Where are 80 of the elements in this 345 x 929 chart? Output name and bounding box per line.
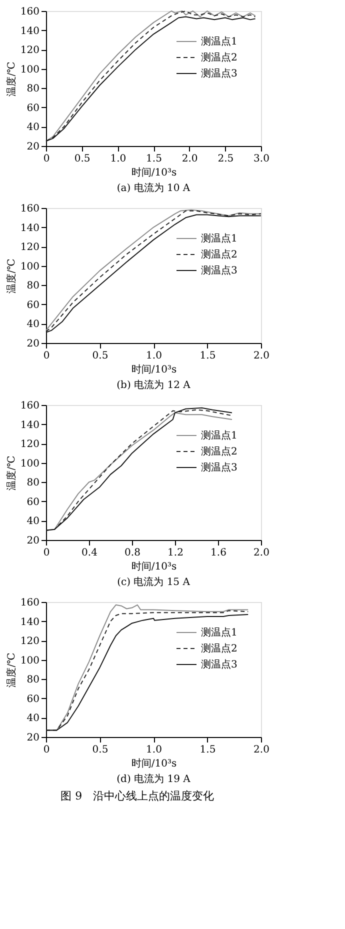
y-tick-label: 40 (26, 122, 40, 134)
x-tick-label: 0.5 (74, 154, 90, 164)
y-axis-title: 温度/℃ (5, 258, 18, 294)
y-tick-label: 160 (20, 400, 40, 412)
x-tick-label: 2.0 (254, 350, 270, 362)
y-tick-label: 60 (26, 102, 40, 114)
legend-label: 测温点2 (201, 642, 238, 654)
y-tick-label: 20 (26, 732, 40, 744)
y-tick-label: 140 (20, 26, 40, 37)
x-axis-title: 时间/10³s (131, 166, 177, 178)
y-tick-label: 80 (26, 280, 40, 292)
x-tick-label: 1.0 (110, 154, 126, 164)
legend-label: 测温点2 (201, 52, 238, 64)
x-tick-label: 1.0 (146, 350, 162, 362)
y-tick-label: 120 (20, 636, 40, 648)
legend-label: 测温点3 (201, 658, 238, 670)
y-tick-label: 60 (26, 300, 40, 311)
y-tick-label: 140 (20, 222, 40, 234)
y-tick-label: 80 (26, 674, 40, 686)
y-tick-label: 140 (20, 420, 40, 431)
x-tick-label: 1.2 (168, 548, 184, 558)
y-tick-label: 20 (26, 142, 40, 152)
y-tick-label: 80 (26, 478, 40, 489)
y-axis-title: 温度/℃ (5, 652, 18, 688)
legend-label: 测温点1 (201, 232, 238, 244)
text: (c) 电流为 15 A (117, 576, 191, 588)
x-tick-label: 0.4 (82, 548, 98, 558)
y-tick-label: 40 (26, 713, 40, 724)
y-tick-label: 40 (26, 319, 40, 330)
y-tick-label: 160 (20, 204, 40, 214)
caption: 图 9 沿中心线上点的温度变化 (60, 790, 214, 802)
y-tick-label: 160 (20, 598, 40, 608)
y-axis-title: 温度/℃ (5, 62, 18, 96)
x-tick-label: 0.5 (92, 744, 108, 756)
x-tick-label: 1.6 (210, 548, 226, 558)
legend-label: 测温点3 (201, 68, 238, 80)
x-tick-label: 2.0 (182, 154, 198, 164)
x-tick-label: 2.0 (254, 744, 270, 756)
y-tick-label: 60 (26, 694, 40, 705)
y-tick-label: 40 (26, 516, 40, 528)
y-tick-label: 100 (20, 655, 40, 666)
legend-label: 测温点1 (201, 36, 238, 48)
x-tick-label: 2.5 (218, 154, 234, 164)
x-tick-label: 1.5 (146, 154, 162, 164)
text: (b) 电流为 12 A (116, 379, 192, 391)
legend-label: 测温点3 (201, 264, 238, 276)
x-axis-title: 时间/10³s (131, 758, 177, 770)
x-tick-label: 1.5 (200, 350, 216, 362)
y-axis-title: 温度/℃ (5, 456, 18, 490)
y-tick-label: 120 (20, 45, 40, 56)
legend-label: 测温点2 (201, 446, 238, 458)
x-tick-label: 0.8 (124, 548, 140, 558)
x-tick-label: 0 (43, 548, 50, 558)
x-tick-label: 3.0 (254, 154, 270, 164)
x-tick-label: 1.5 (200, 744, 216, 756)
y-tick-label: 100 (20, 261, 40, 272)
y-tick-label: 140 (20, 616, 40, 628)
x-tick-label: 0 (43, 744, 50, 756)
y-tick-label: 60 (26, 496, 40, 508)
y-tick-label: 20 (26, 338, 40, 350)
y-tick-label: 100 (20, 458, 40, 470)
legend-label: 测温点3 (201, 462, 238, 474)
x-tick-label: 2.0 (254, 548, 270, 558)
text: (d) 电流为 19 A (116, 773, 192, 785)
y-tick-label: 20 (26, 536, 40, 546)
y-tick-label: 120 (20, 439, 40, 450)
legend-label: 测温点1 (201, 430, 238, 442)
x-tick-label: 0.5 (92, 350, 108, 362)
x-tick-label: 1.0 (146, 744, 162, 756)
y-tick-label: 120 (20, 242, 40, 254)
legend-label: 测温点2 (201, 248, 238, 260)
x-tick-label: 0 (43, 350, 50, 362)
text: (a) 电流为 10 A (116, 182, 191, 194)
x-tick-label: 0 (43, 154, 50, 164)
y-tick-label: 100 (20, 64, 40, 76)
legend-label: 测温点1 (201, 626, 238, 638)
x-axis-title: 时间/10³s (131, 364, 177, 376)
y-tick-label: 160 (20, 6, 40, 18)
y-tick-label: 80 (26, 84, 40, 95)
x-axis-title: 时间/10³s (131, 560, 177, 572)
